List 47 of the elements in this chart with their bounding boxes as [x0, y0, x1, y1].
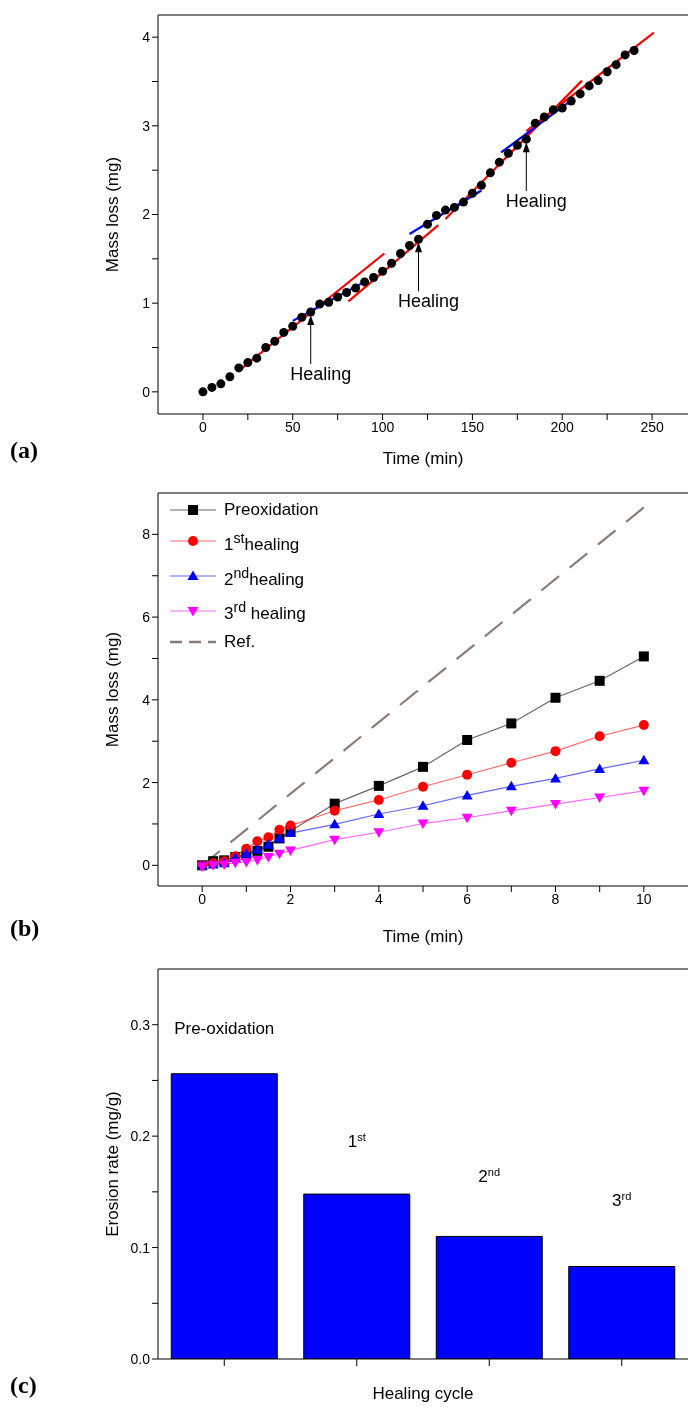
text: (b)	[10, 915, 40, 942]
x-tick-label: 50	[284, 418, 301, 435]
x-tick-label: 150	[460, 418, 485, 435]
x-tick-label: 2	[286, 890, 295, 907]
x-tick-label: 200	[550, 418, 575, 435]
x-tick-label: 0	[198, 890, 207, 907]
y-axis-title: Erosion rate (mg/g)	[103, 1091, 123, 1237]
y-tick-label: 0.1	[130, 1239, 151, 1256]
x-axis-title: Healing cycle	[372, 1384, 474, 1403]
y-tick-label: 2	[142, 206, 151, 223]
text: (a)	[10, 437, 38, 464]
legend-label: 3$^{rd}$ healing	[224, 598, 306, 625]
annotation: Healing	[290, 364, 352, 385]
y-tick-label: 3	[142, 117, 151, 134]
x-axis-title: Time (min)	[382, 927, 464, 946]
annotation: Healing	[505, 191, 567, 212]
legend-label: Ref.	[224, 630, 256, 653]
y-tick-label: 2	[142, 774, 151, 791]
x-tick-label: 8	[551, 890, 560, 907]
x-axis-title: Time (min)	[382, 449, 464, 468]
y-tick-label: 0.3	[130, 1016, 151, 1033]
y-tick-label: 8	[142, 526, 151, 543]
legend-label: 2$^{nd}$healing	[224, 563, 305, 591]
x-tick-label: 0	[199, 418, 208, 435]
legend-label: Preoxidation	[224, 499, 319, 521]
annotation: 1$^{st}$	[347, 1131, 366, 1152]
legend-label: 1$^{st}$healing	[224, 529, 300, 556]
y-tick-label: 0.2	[130, 1128, 151, 1145]
y-tick-label: 1	[142, 295, 151, 312]
y-axis-title: Mass loss (mg)	[103, 156, 123, 273]
y-tick-label: 0	[142, 857, 151, 874]
annotation: 2$^{nd}$	[478, 1166, 501, 1187]
text: (c)	[10, 1372, 37, 1399]
x-tick-label: 4	[374, 890, 383, 907]
y-axis-title: Mass loss (mg)	[103, 631, 123, 748]
y-tick-label: 0	[142, 383, 151, 400]
annotation: 3$^{rd}$	[612, 1189, 632, 1210]
y-tick-label: 6	[142, 609, 151, 626]
y-tick-label: 4	[142, 29, 151, 46]
x-tick-label: 100	[370, 418, 395, 435]
x-tick-label: 250	[640, 418, 664, 435]
x-tick-label: 10	[636, 890, 652, 907]
annotation: Healing	[397, 291, 460, 312]
x-tick-label: 6	[463, 890, 472, 907]
y-tick-label: 4	[142, 691, 151, 708]
y-tick-label: 0.0	[130, 1350, 151, 1367]
annotation: Pre-oxidation	[174, 1018, 275, 1038]
